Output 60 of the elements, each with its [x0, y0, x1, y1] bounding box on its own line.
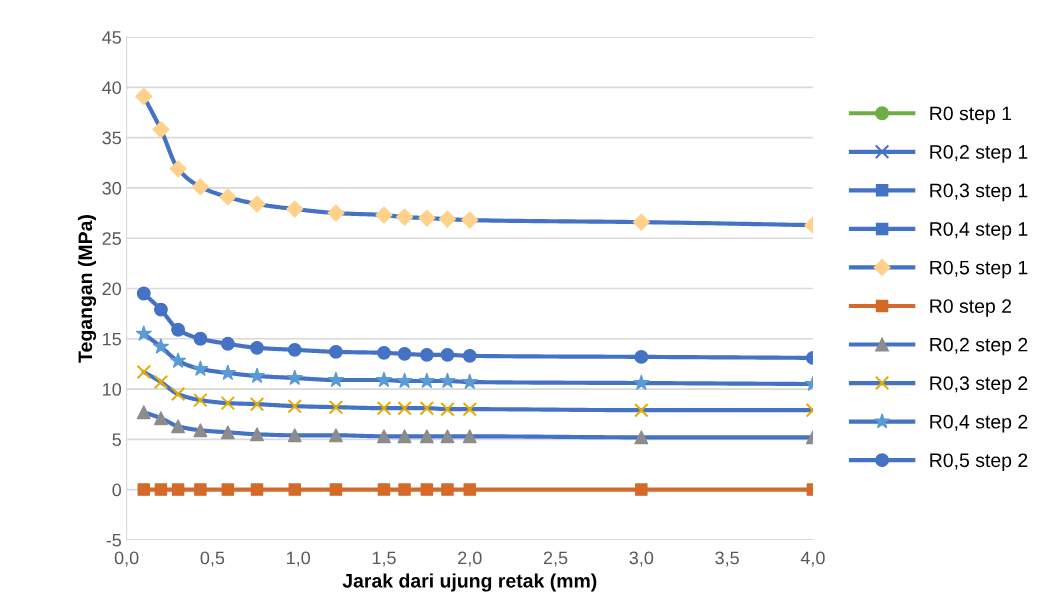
x-tick-label: 0,0: [114, 551, 139, 567]
point: [328, 428, 343, 443]
point: [220, 425, 235, 440]
point: [462, 429, 477, 444]
x-tick-label: 4,0: [800, 551, 825, 567]
point: [153, 411, 168, 426]
point: [193, 392, 208, 408]
point: [193, 423, 208, 438]
legend-label: R0,5 step 2: [930, 453, 1028, 471]
y-axis-title: Tegangan (MPa): [77, 215, 97, 363]
point: [397, 400, 412, 416]
point: [171, 419, 186, 434]
legend-label: R0,4 step 1: [930, 222, 1028, 240]
point: [136, 405, 151, 420]
x-tick-label: 0,5: [200, 551, 225, 567]
legend-label: R0,3 step 1: [930, 183, 1028, 202]
y-tick-label: 25: [102, 232, 121, 245]
y-tick-label: 40: [102, 81, 122, 95]
point: [376, 400, 392, 416]
point: [634, 402, 649, 418]
point: [377, 429, 391, 444]
y-tick-label: 20: [102, 282, 122, 296]
point: [250, 427, 264, 442]
y-tick-label: 0: [112, 483, 122, 497]
point: [419, 429, 434, 444]
point: [153, 374, 169, 390]
point: [287, 428, 302, 443]
y-tick-label: 15: [103, 332, 121, 346]
point: [397, 429, 412, 444]
x-axis-title: Jarak dari ujung retak (mm): [342, 573, 597, 592]
legend-label: R0 step 1: [930, 106, 1012, 125]
legend-label: R0,5 step 1: [930, 260, 1028, 279]
point: [249, 396, 265, 412]
point: [220, 395, 236, 411]
y-tick-label: 35: [102, 131, 121, 145]
point: [440, 429, 455, 444]
point: [440, 401, 455, 417]
y-tick-label: 45: [102, 31, 121, 44]
x-tick-label: 3,0: [629, 551, 654, 567]
x-tick-label: 3,5: [715, 551, 739, 567]
y-tick-label: -5: [106, 534, 121, 547]
y-tick-label: 5: [112, 433, 121, 447]
legend-label: R0,4 step 2: [930, 414, 1028, 433]
y-tick-label: 10: [103, 382, 122, 396]
point: [419, 400, 435, 416]
point: [462, 401, 478, 417]
legend-label: R0,2 step 2: [930, 337, 1028, 356]
x-tick-label: 1,0: [287, 551, 311, 567]
legend-label: R0 step 2: [930, 299, 1012, 317]
x-tick-label: 2,0: [458, 551, 482, 567]
point: [328, 399, 344, 415]
point: [170, 386, 186, 402]
legend-label: R0,3 step 2: [930, 376, 1028, 394]
legend-label: R0,2 step 1: [930, 145, 1028, 163]
x-tick-label: 1,5: [372, 551, 396, 567]
y-tick-label: 30: [102, 181, 122, 195]
point: [136, 364, 152, 380]
x-tick-label: 2,5: [543, 551, 568, 567]
point: [287, 398, 303, 414]
point: [634, 430, 649, 445]
